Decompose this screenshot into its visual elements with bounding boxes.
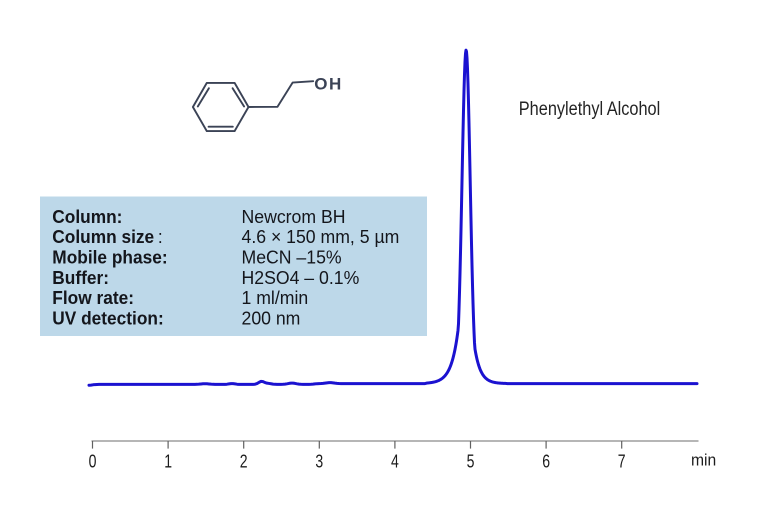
svg-text:4: 4 bbox=[391, 452, 399, 472]
svg-text:3: 3 bbox=[315, 452, 323, 472]
svg-text:6: 6 bbox=[542, 452, 550, 472]
svg-text:5: 5 bbox=[467, 452, 475, 472]
svg-text:OH: OH bbox=[314, 75, 343, 94]
svg-text:Phenylethyl Alcohol: Phenylethyl Alcohol bbox=[519, 98, 660, 120]
svg-text:Column:: Column: bbox=[52, 206, 122, 227]
svg-text:4.6 × 150 mm, 5 µm: 4.6 × 150 mm, 5 µm bbox=[242, 227, 400, 248]
svg-text:Flow rate:: Flow rate: bbox=[52, 288, 134, 309]
svg-text:0: 0 bbox=[89, 452, 97, 472]
svg-text:Mobile phase:: Mobile phase: bbox=[52, 247, 167, 268]
svg-text:Column size:: Column size: bbox=[52, 227, 162, 248]
svg-text:2: 2 bbox=[240, 452, 248, 472]
svg-text:Buffer:: Buffer: bbox=[52, 267, 109, 288]
svg-text:MeCN –15%: MeCN –15% bbox=[242, 247, 342, 268]
svg-text:1 ml/min: 1 ml/min bbox=[242, 288, 309, 309]
svg-text:UV detection:: UV detection: bbox=[52, 308, 163, 329]
svg-text:1: 1 bbox=[164, 452, 172, 472]
svg-text:H2SO4 – 0.1%: H2SO4 – 0.1% bbox=[242, 267, 360, 288]
svg-text:min: min bbox=[691, 451, 716, 469]
svg-text:Newcrom BH: Newcrom BH bbox=[242, 206, 346, 227]
svg-text:200 nm: 200 nm bbox=[242, 308, 301, 329]
svg-text:7: 7 bbox=[618, 452, 626, 472]
